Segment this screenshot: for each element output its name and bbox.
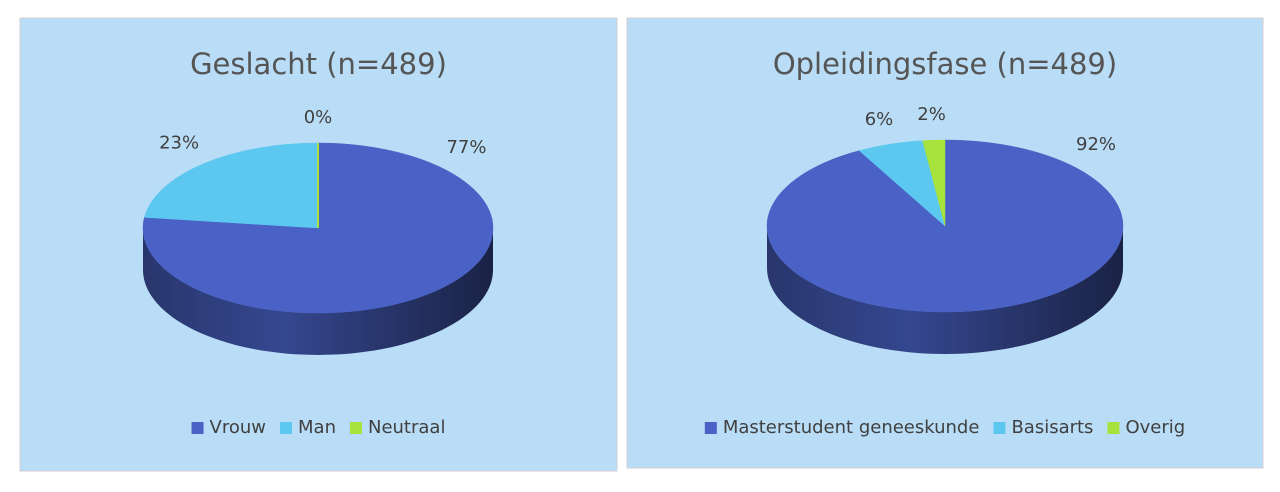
legend-swatch xyxy=(280,422,293,434)
chart-title: Opleidingsfase (n=489) xyxy=(773,47,1117,81)
data-label: 77% xyxy=(446,137,486,158)
pie-slice xyxy=(766,139,1124,313)
legend-label: Overig xyxy=(1125,417,1185,438)
pie-side xyxy=(767,226,1123,354)
legend-label: Basisarts xyxy=(1011,417,1093,438)
legend-label: Masterstudent geneeskunde xyxy=(723,417,980,438)
chart-title: Geslacht (n=489) xyxy=(190,47,447,81)
data-label: 2% xyxy=(917,104,946,125)
data-label: 92% xyxy=(1076,134,1116,155)
data-label: 23% xyxy=(159,132,199,153)
legend-swatch xyxy=(191,422,204,434)
legend-swatch xyxy=(1107,422,1120,434)
legend-swatch xyxy=(704,422,717,434)
legend-label: Vrouw xyxy=(210,417,266,438)
legend-swatch xyxy=(993,422,1006,434)
pie-side xyxy=(143,228,493,355)
pie-slice xyxy=(144,142,319,229)
legend-label: Man xyxy=(298,417,336,438)
data-label: 6% xyxy=(865,109,894,130)
pie-slice xyxy=(922,139,946,227)
data-label: 0% xyxy=(304,107,333,128)
legend-swatch xyxy=(349,422,362,434)
legend-label: Neutraal xyxy=(368,417,445,438)
